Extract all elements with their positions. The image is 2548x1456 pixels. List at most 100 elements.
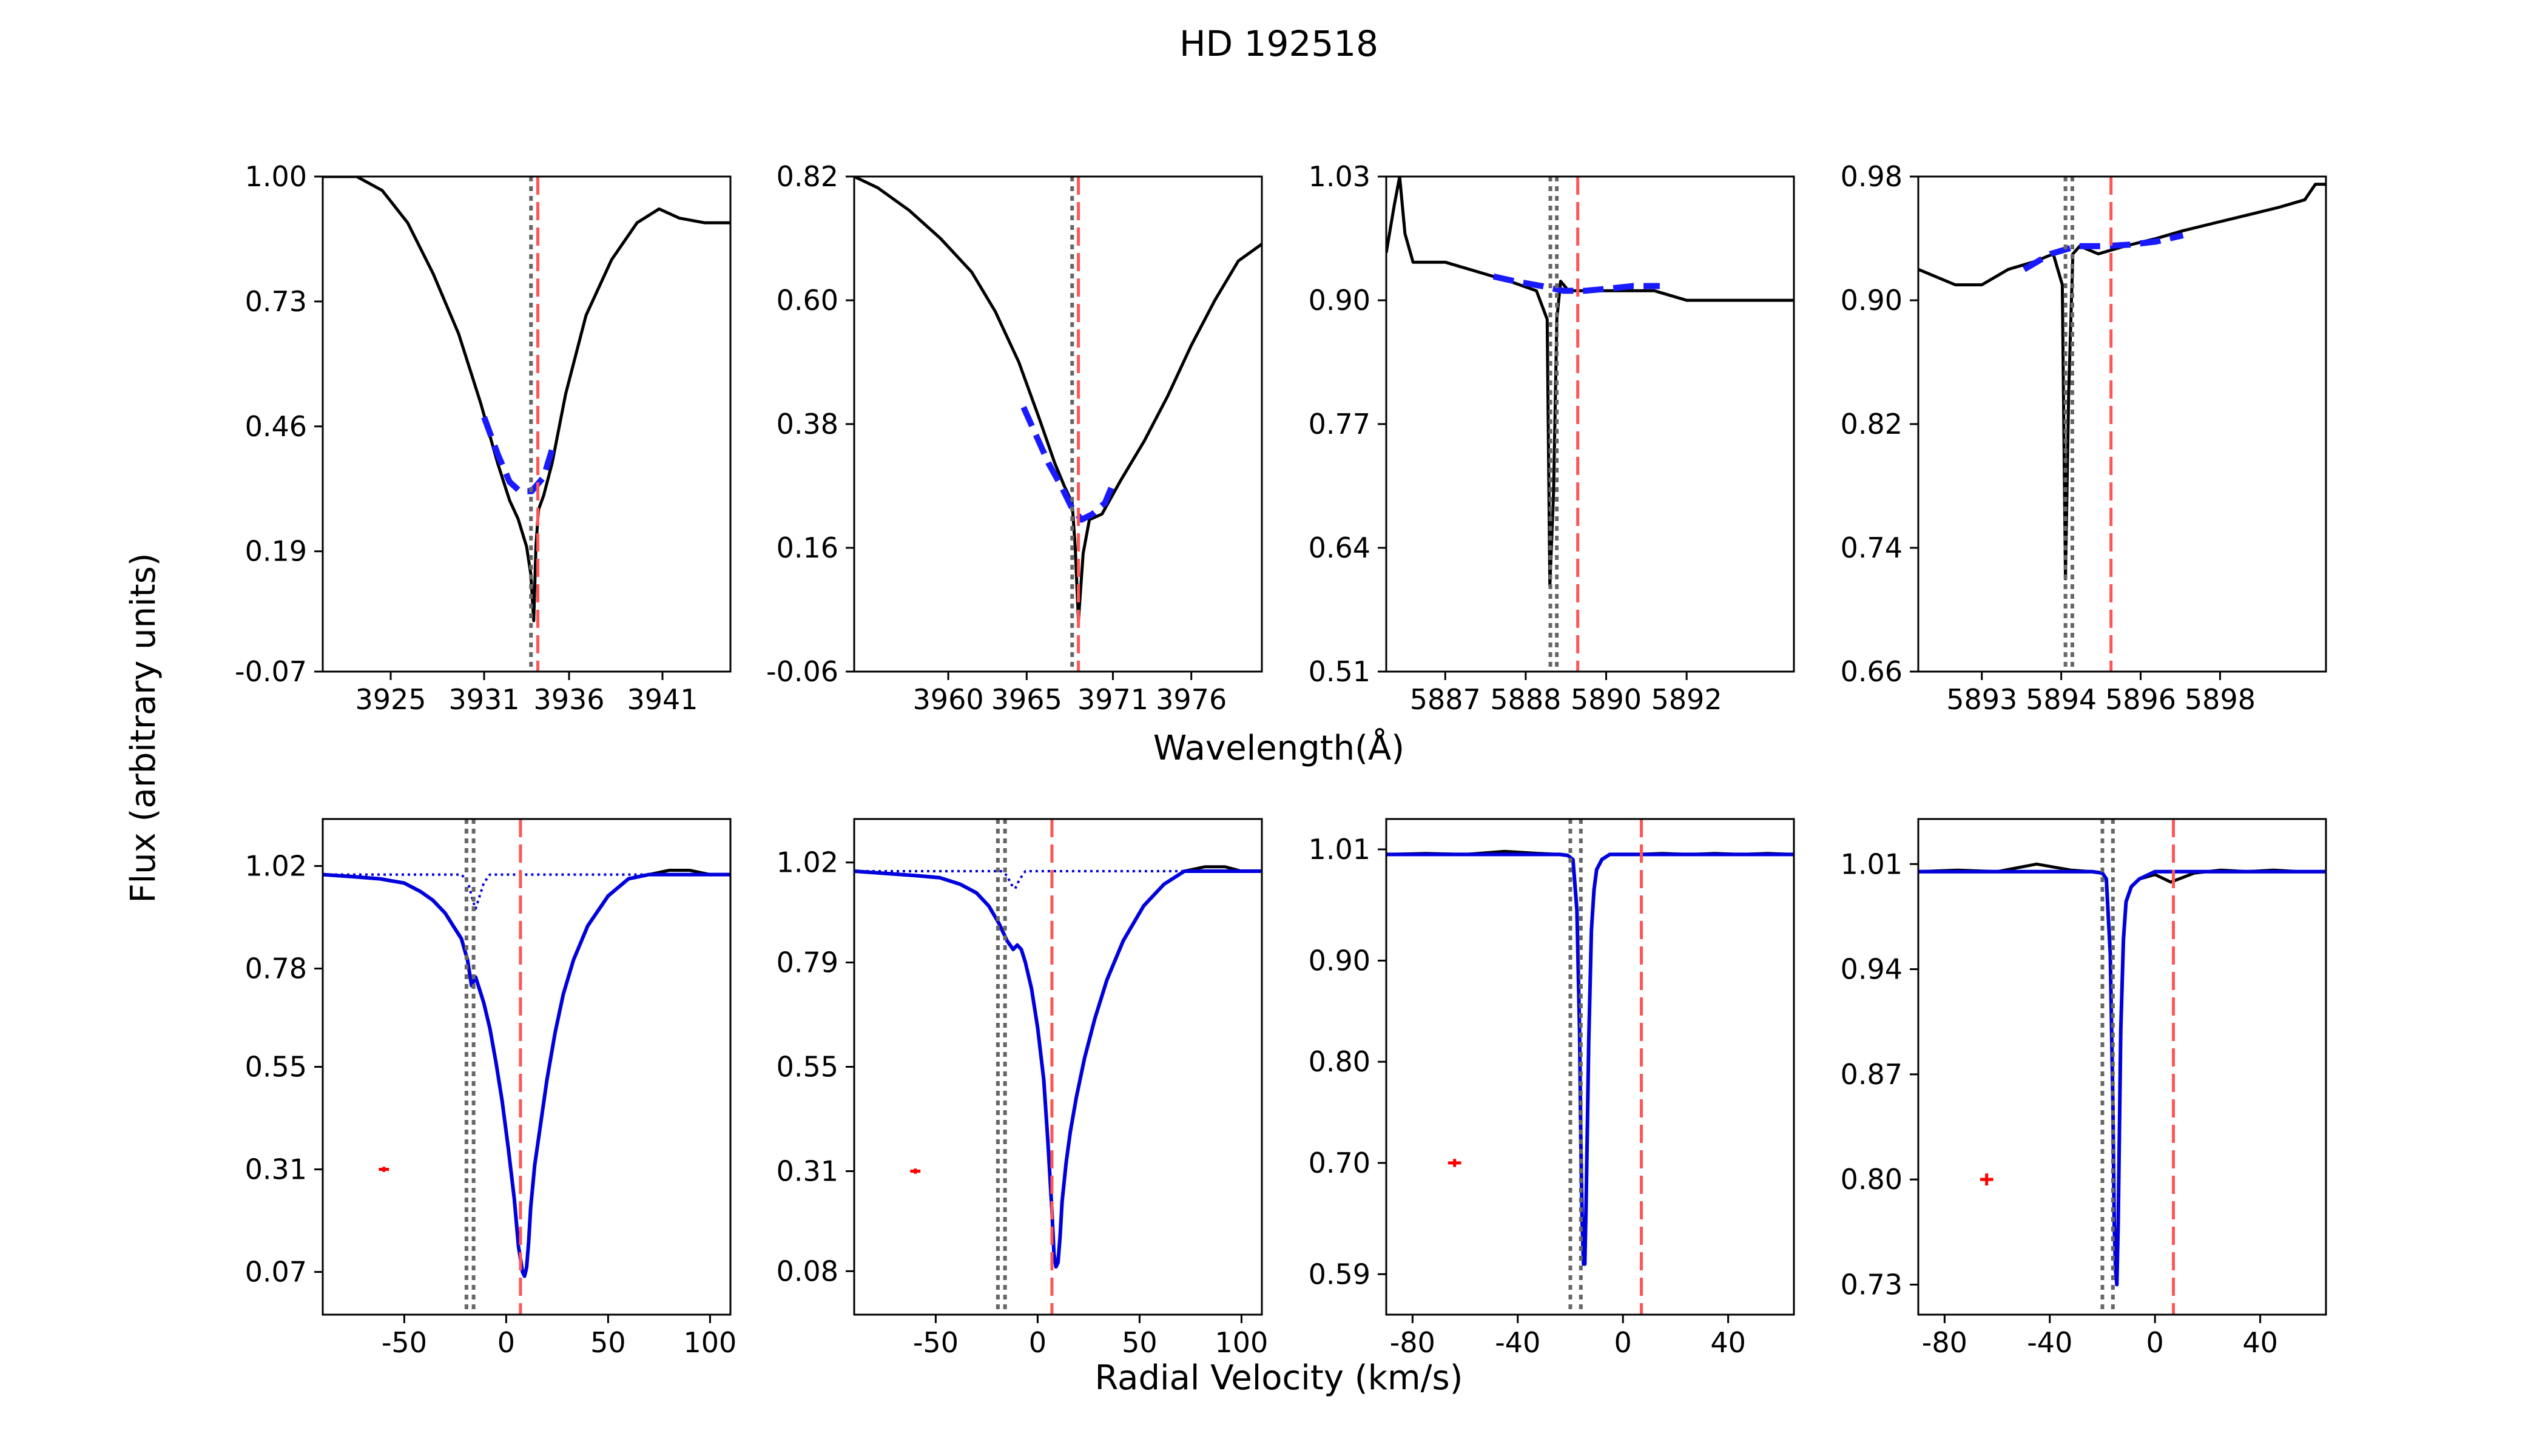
x-tick-label: 100 xyxy=(683,1326,736,1359)
x-tick-label: 5888 xyxy=(1490,683,1561,716)
y-tick-label: 0.79 xyxy=(777,946,838,979)
x-tick-label: 0 xyxy=(1029,1326,1046,1359)
x-tick-label: 40 xyxy=(1710,1326,1746,1359)
series-model xyxy=(1386,852,1794,1266)
x-tick-label: 5898 xyxy=(2185,683,2256,716)
y-tick-label: 0.90 xyxy=(1309,284,1370,317)
y-tick-label: 0.51 xyxy=(1309,655,1370,688)
x-tick-label: -50 xyxy=(382,1326,427,1359)
y-tick-label: 0.87 xyxy=(1841,1058,1903,1091)
series-spectrum xyxy=(323,177,730,622)
panel-bottom-4: -80 -40 0 40 0.73 0.80 0.87 0.94 1.01 xyxy=(1841,818,2327,1359)
x-tick-label: -50 xyxy=(913,1326,959,1359)
series-spectrum xyxy=(854,177,1262,622)
plot-area xyxy=(1918,819,2326,1315)
y-tick-label: 0.82 xyxy=(777,160,838,193)
y-tick-label: 0.73 xyxy=(245,285,307,318)
plot-area xyxy=(854,177,1262,672)
y-tick-label: 0.55 xyxy=(245,1051,307,1084)
panel-bottom-1: -50 0 50 100 0.07 0.31 0.55 0.78 1.02 xyxy=(245,818,736,1359)
x-tick-label: -80 xyxy=(1390,1326,1435,1359)
y-tick-label: 0.64 xyxy=(1309,531,1370,564)
x-tick-label: 0 xyxy=(2146,1326,2164,1359)
shared-xlabel-top: Wavelength(Å) xyxy=(1153,728,1404,768)
y-tick-label: 0.80 xyxy=(1309,1045,1370,1078)
plot-area xyxy=(1386,819,1794,1315)
plot-area xyxy=(1386,177,1794,672)
y-tick-label: 0.90 xyxy=(1309,944,1370,977)
plot-area xyxy=(323,819,730,1315)
x-tick-label: 5887 xyxy=(1410,683,1481,716)
y-tick-label: 0.19 xyxy=(245,535,307,568)
shared-xlabel-bottom: Radial Velocity (km/s) xyxy=(1095,1358,1463,1398)
x-tick-label: 50 xyxy=(1122,1326,1158,1359)
y-tick-label: -0.06 xyxy=(766,655,838,688)
y-tick-label: 0.74 xyxy=(1841,531,1903,564)
y-tick-label: 1.02 xyxy=(777,846,838,879)
plot-area xyxy=(854,819,1262,1315)
series-fit_region xyxy=(1020,406,1117,523)
y-tick-label: 0.31 xyxy=(777,1155,838,1188)
y-tick-label: 0.66 xyxy=(1841,655,1903,688)
y-tick-label: 1.00 xyxy=(245,160,307,193)
panel-top-1: 3925 3931 3936 3941 -0.07 0.19 0.46 0.73 1.00 xyxy=(235,160,732,716)
y-tick-label: 1.01 xyxy=(1841,848,1903,880)
y-tick-label: 0.98 xyxy=(1841,160,1903,193)
x-tick-label: 5893 xyxy=(1946,683,2017,716)
y-tick-label: 0.78 xyxy=(245,952,307,985)
x-tick-label: 3976 xyxy=(1156,683,1227,716)
y-tick-label: 0.82 xyxy=(1841,408,1903,440)
series-component_model xyxy=(854,870,1262,890)
x-tick-label: 3971 xyxy=(1077,683,1148,716)
plot-area xyxy=(1918,177,2326,672)
y-tick-label: 1.02 xyxy=(245,849,307,882)
series-component_model xyxy=(323,873,730,910)
x-tick-label: 3965 xyxy=(991,683,1062,716)
y-tick-label: 0.73 xyxy=(1841,1268,1903,1301)
panel-bottom-3: -80 -40 0 40 0.59 0.70 0.80 0.90 1.01 xyxy=(1309,818,1795,1359)
panel-frame xyxy=(1917,818,2327,1316)
y-tick-label: 0.07 xyxy=(245,1256,307,1289)
x-tick-label: 0 xyxy=(497,1326,515,1359)
x-tick-label: 3960 xyxy=(913,683,984,716)
x-tick-label: 5890 xyxy=(1571,683,1642,716)
series-fit_region xyxy=(481,416,555,494)
series-fit_region xyxy=(2022,232,2184,272)
panel-top-4: 5893 5894 5896 5898 0.66 0.74 0.82 0.90 0.98 xyxy=(1841,160,2327,716)
x-tick-label: -80 xyxy=(1922,1326,1967,1359)
x-tick-label: 5896 xyxy=(2105,683,2176,716)
series-fit_region xyxy=(1492,273,1660,294)
y-tick-label: 0.94 xyxy=(1841,953,1903,986)
panel-top-2: 3960 3965 3971 3976 -0.06 0.16 0.38 0.60 0.82 xyxy=(766,160,1263,716)
x-tick-label: -40 xyxy=(2027,1326,2072,1359)
x-tick-label: 5892 xyxy=(1651,683,1722,716)
panel-top-3: 5887 5888 5890 5892 0.51 0.64 0.77 0.90 1.03 xyxy=(1309,160,1795,716)
y-tick-label: 0.70 xyxy=(1309,1147,1370,1179)
x-tick-label: 3925 xyxy=(355,683,426,716)
x-tick-label: 50 xyxy=(590,1326,626,1359)
y-tick-label: 0.60 xyxy=(777,284,838,317)
x-tick-label: 0 xyxy=(1614,1326,1632,1359)
figure-title: HD 192518 xyxy=(1179,23,1378,64)
y-tick-label: 1.03 xyxy=(1309,160,1370,193)
y-tick-label: 0.38 xyxy=(777,408,838,440)
x-tick-label: 3941 xyxy=(627,683,698,716)
series-model xyxy=(323,872,730,1278)
plot-area xyxy=(323,177,730,672)
panel-frame xyxy=(322,175,732,673)
x-tick-label: 100 xyxy=(1215,1326,1268,1359)
series-model xyxy=(854,869,1262,1269)
y-tick-label: 0.16 xyxy=(777,531,838,564)
x-tick-label: 3931 xyxy=(448,683,519,716)
y-tick-label: 0.80 xyxy=(1841,1163,1903,1196)
y-tick-label: 0.46 xyxy=(245,410,307,443)
y-tick-label: 0.59 xyxy=(1309,1258,1370,1290)
x-tick-label: 5894 xyxy=(2026,683,2097,716)
y-tick-label: 0.90 xyxy=(1841,284,1903,317)
y-tick-label: 0.55 xyxy=(777,1051,838,1084)
x-tick-label: -40 xyxy=(1495,1326,1540,1359)
x-tick-label: 3936 xyxy=(533,683,604,716)
panel-bottom-2: -50 0 50 100 0.08 0.31 0.55 0.79 1.02 xyxy=(777,818,1268,1359)
